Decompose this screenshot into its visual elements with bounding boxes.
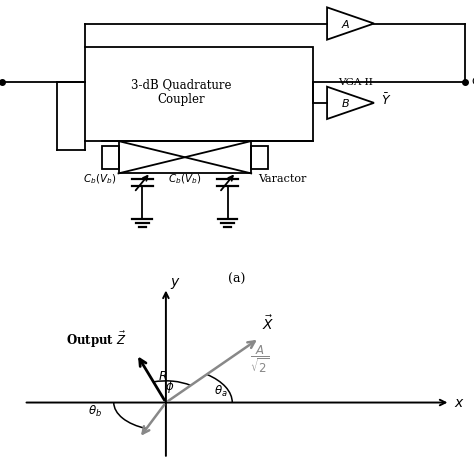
Bar <box>102 146 118 169</box>
Text: $R$: $R$ <box>158 371 168 383</box>
Bar <box>118 141 251 173</box>
Text: (a): (a) <box>228 273 246 286</box>
Text: $C_b(V_b)$: $C_b(V_b)$ <box>168 173 201 186</box>
Text: Varactor: Varactor <box>258 174 307 184</box>
Text: VGA II: VGA II <box>338 78 373 87</box>
Text: $x$: $x$ <box>455 395 465 410</box>
Text: $\theta_b$: $\theta_b$ <box>88 404 102 419</box>
Text: Output $\vec{Z}$: Output $\vec{Z}$ <box>66 330 127 350</box>
Text: $\bar{Y}$: $\bar{Y}$ <box>381 92 392 108</box>
Text: $C_b(V_b)$: $C_b(V_b)$ <box>83 173 116 186</box>
Text: $\theta_a$: $\theta_a$ <box>214 384 228 399</box>
Text: $y$: $y$ <box>170 276 181 292</box>
Text: $\vec{X}$: $\vec{X}$ <box>262 314 274 333</box>
Text: $B$: $B$ <box>341 97 350 109</box>
Text: $A$: $A$ <box>341 18 350 29</box>
Bar <box>251 146 268 169</box>
Text: $\phi$: $\phi$ <box>165 379 174 395</box>
Text: 3-dB Quadrature
Coupler: 3-dB Quadrature Coupler <box>131 78 231 106</box>
Bar <box>85 47 313 141</box>
Text: Output: Output <box>472 77 474 87</box>
Text: $\dfrac{A}{\sqrt{2}}$: $\dfrac{A}{\sqrt{2}}$ <box>250 344 270 375</box>
